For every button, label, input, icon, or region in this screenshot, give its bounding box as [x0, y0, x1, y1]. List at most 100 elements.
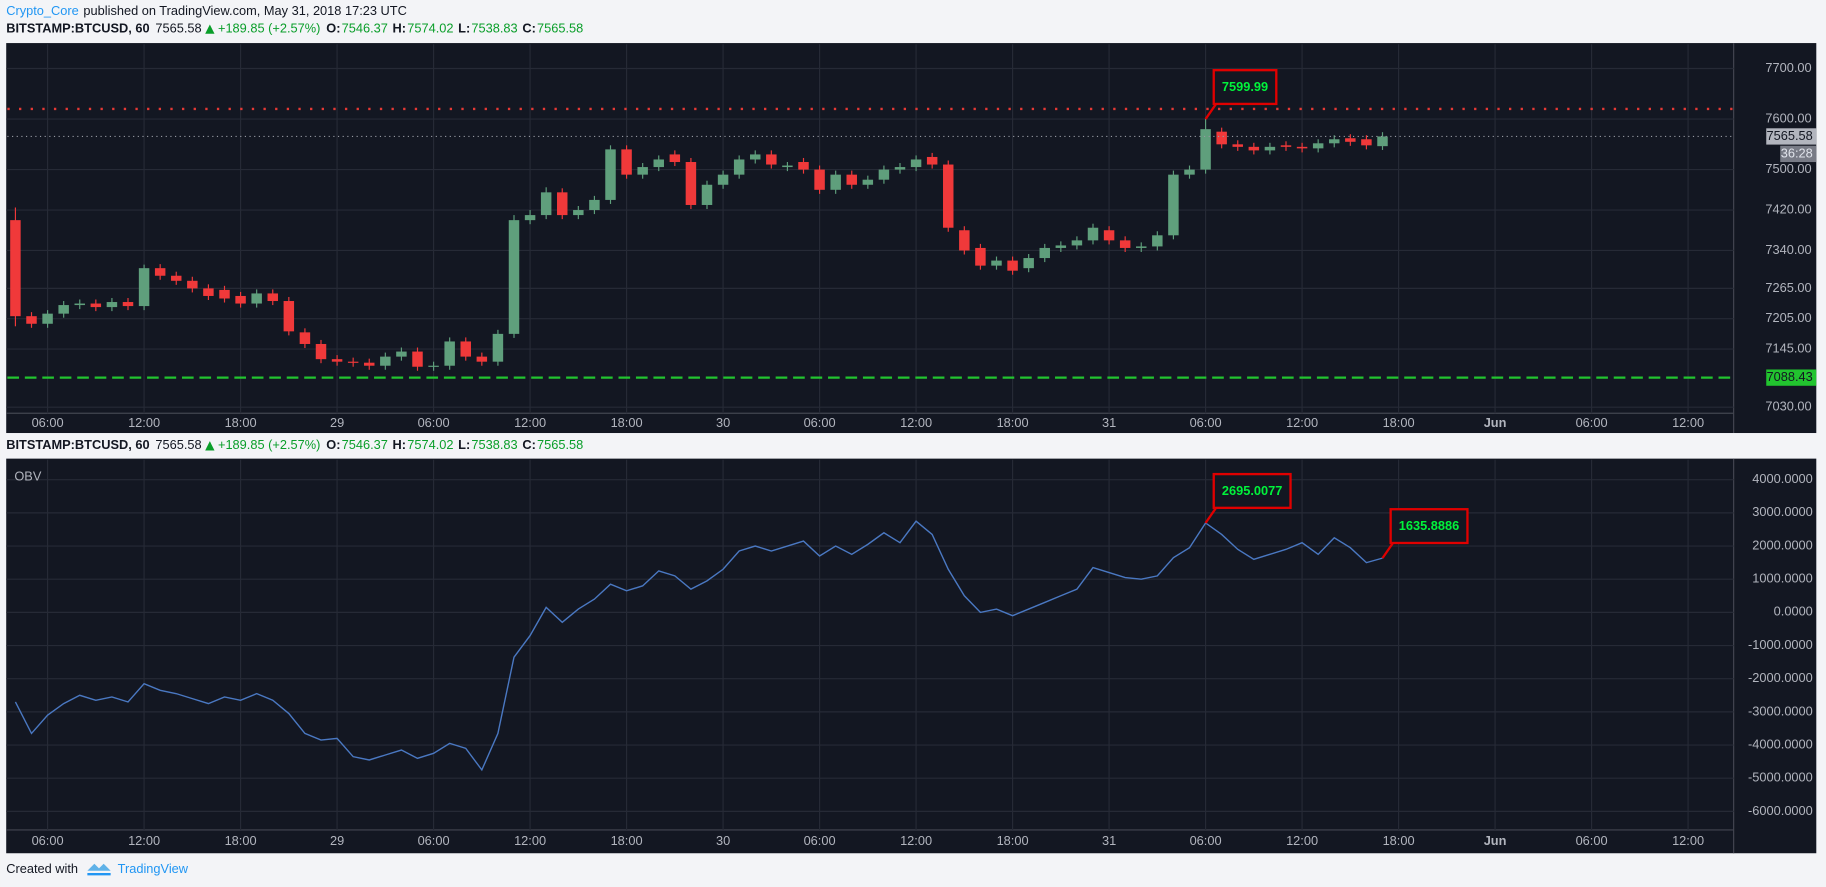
author[interactable]: Crypto_Core — [6, 3, 79, 18]
candle-body — [412, 351, 423, 367]
legend-text: BITSTAMP:BTCUSD, 60 — [6, 20, 149, 35]
x-tick-label: 12:00 — [514, 833, 546, 848]
legend-text: 7565.58 — [155, 20, 201, 35]
x-tick-label: 06:00 — [804, 833, 836, 848]
legend-text: H: — [393, 437, 407, 452]
x-tick-label: 30 — [716, 415, 730, 430]
candle-body — [1071, 240, 1083, 246]
callout-pointer — [1204, 103, 1218, 120]
x-tick-label: 18:00 — [1383, 415, 1415, 430]
last-price-label: 7565.58 — [1767, 128, 1813, 143]
candle-body — [1280, 145, 1292, 147]
candle-body — [1184, 169, 1195, 175]
x-tick-label: 29 — [330, 415, 344, 430]
candle-body — [1136, 246, 1147, 248]
up-arrow — [205, 24, 215, 34]
candle-body — [1168, 174, 1179, 236]
candle-body — [106, 302, 118, 308]
x-tick-label: 18:00 — [997, 833, 1029, 848]
candle-body — [396, 351, 407, 357]
indicator-title: OBV — [14, 469, 41, 484]
legend-text: 7565.58 — [537, 20, 583, 35]
candle-body — [476, 356, 488, 362]
x-tick-label: 12:00 — [900, 415, 932, 430]
y-tick-label: 7600.00 — [1765, 110, 1811, 125]
legend-text: 7538.83 — [471, 20, 517, 35]
legend-text: 7546.37 — [342, 437, 388, 452]
obv-pane — [6, 458, 1817, 854]
candle-body — [1361, 139, 1372, 146]
candle-body — [364, 362, 375, 366]
price-tag — [1766, 369, 1817, 386]
candle-body — [1312, 143, 1324, 149]
candle-body — [669, 154, 681, 163]
x-tick-label: 18:00 — [611, 415, 643, 430]
callout-label: 1635.8886 — [1399, 518, 1460, 533]
obv-grid — [6, 459, 1734, 830]
countdown-label: 36:28 — [1781, 145, 1813, 160]
candle-body — [830, 174, 841, 190]
legend-text: L: — [458, 437, 470, 452]
legend-text: 7574.02 — [407, 437, 453, 452]
price-grid — [6, 44, 1734, 414]
y-tick-label: -4000.0000 — [1748, 736, 1813, 751]
callout-label: 7599.99 — [1222, 79, 1268, 94]
tradingview-logo[interactable] — [87, 863, 111, 876]
candle-body — [74, 303, 85, 306]
callout-pointer — [1381, 542, 1394, 559]
candle-body — [991, 260, 1002, 266]
candle-body — [557, 192, 568, 216]
y-tick-label: -3000.0000 — [1748, 703, 1813, 718]
x-tick-label: 06:00 — [32, 833, 64, 848]
candle-body — [782, 165, 793, 168]
x-tick-label: Jun — [1484, 415, 1507, 430]
candle-body — [1216, 131, 1227, 145]
candle-body — [283, 301, 295, 332]
candle-body — [26, 316, 37, 324]
x-tick-label: 06:00 — [1576, 833, 1608, 848]
x-tick-label: 18:00 — [611, 833, 643, 848]
candle-body — [380, 356, 391, 366]
legend-text: C: — [522, 20, 536, 35]
candle-body — [299, 332, 311, 344]
candle-body — [750, 154, 761, 160]
candle-body — [1152, 235, 1163, 247]
candle-body — [154, 268, 166, 276]
x-tick-label: 31 — [1102, 415, 1116, 430]
marks: BITSTAMP:BTCUSD, 60 7565.58 +189.85 (+2.57… — [6, 20, 1817, 848]
candle-body — [1248, 146, 1260, 151]
candle-body — [235, 295, 246, 304]
y-tick-label: 3000.0000 — [1752, 504, 1813, 519]
candle-body — [637, 167, 648, 175]
candle-body — [894, 167, 906, 170]
y-tick-label: 2000.0000 — [1752, 537, 1813, 552]
candle-body — [428, 365, 439, 367]
candle-body — [605, 149, 616, 200]
y-tick-label: 4000.0000 — [1752, 471, 1813, 486]
callout-box — [1212, 68, 1278, 106]
legend-text: BITSTAMP:BTCUSD, 60 — [6, 437, 149, 452]
x-tick-label: 30 — [716, 833, 730, 848]
y-tick-label: 7205.00 — [1765, 310, 1811, 325]
x-tick-label: 12:00 — [514, 415, 546, 430]
x-tick-label: Jun — [1484, 833, 1507, 848]
x-tick-label: 12:00 — [900, 833, 932, 848]
candle-body — [1119, 240, 1131, 248]
candle-body — [171, 275, 182, 281]
candle-body — [685, 162, 697, 205]
candle-body — [878, 169, 890, 180]
legend-text: 7565.58 — [537, 437, 583, 452]
y-tick-label: 7700.00 — [1765, 60, 1811, 75]
candle-body — [1055, 245, 1067, 248]
candle-body — [733, 159, 745, 175]
legend-text: C: — [522, 437, 536, 452]
footer-text: Created with — [6, 861, 78, 876]
candle-body — [138, 268, 150, 307]
footer-brand[interactable]: TradingView — [118, 861, 189, 876]
candle-body — [653, 159, 664, 168]
up-arrow — [205, 441, 215, 451]
y-tick-label: -5000.0000 — [1748, 770, 1813, 785]
candle-body — [959, 230, 970, 251]
